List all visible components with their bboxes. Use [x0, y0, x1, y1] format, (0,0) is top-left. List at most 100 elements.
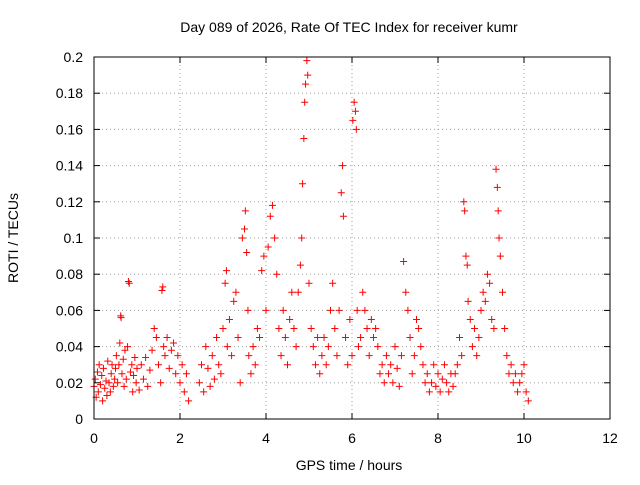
- data-point: [410, 352, 418, 360]
- data-point: [176, 379, 184, 387]
- data-point: [309, 343, 317, 351]
- data-point: [486, 279, 494, 287]
- data-point: [346, 315, 354, 323]
- data-point: [161, 352, 169, 360]
- data-point: [117, 314, 125, 322]
- data-point: [363, 325, 371, 332]
- x-tick-label: 4: [262, 430, 270, 446]
- data-point: [129, 388, 137, 396]
- data-point: [380, 379, 388, 387]
- data-point: [234, 334, 242, 342]
- y-tick-label: 0.02: [56, 375, 83, 391]
- data-point: [95, 361, 103, 369]
- data-point: [475, 334, 483, 342]
- grid: [94, 57, 610, 419]
- data-point: [271, 234, 279, 242]
- data-point: [382, 352, 390, 360]
- data-point: [432, 382, 440, 390]
- data-point: [493, 183, 501, 191]
- data-point: [316, 370, 324, 378]
- data-point: [109, 382, 117, 390]
- chart-title: Day 089 of 2026, Rate Of TEC Index for r…: [180, 19, 518, 35]
- data-point: [397, 352, 405, 360]
- data-point: [210, 375, 218, 383]
- data-point: [372, 325, 380, 332]
- data-point: [200, 388, 208, 396]
- data-point: [102, 377, 110, 385]
- data-point: [279, 306, 287, 314]
- data-point: [440, 361, 448, 369]
- data-point: [451, 370, 459, 378]
- data-point: [413, 315, 420, 323]
- data-point: [320, 334, 328, 342]
- data-point: [281, 334, 289, 342]
- data-point: [466, 315, 474, 323]
- data-point: [217, 370, 225, 378]
- data-point: [337, 189, 345, 197]
- data-point: [299, 180, 307, 188]
- data-point: [150, 325, 158, 332]
- data-point: [496, 252, 504, 260]
- data-point: [461, 207, 469, 215]
- data-point: [415, 325, 423, 332]
- data-point: [318, 352, 326, 360]
- data-point: [236, 379, 244, 387]
- data-point: [520, 361, 528, 369]
- data-point: [288, 288, 296, 296]
- data-point: [118, 370, 126, 378]
- data-point: [163, 334, 171, 342]
- x-tick-label: 8: [434, 430, 442, 446]
- data-point: [417, 343, 425, 351]
- data-point: [365, 352, 373, 360]
- data-point: [468, 343, 476, 351]
- data-point: [275, 325, 283, 332]
- data-point: [258, 267, 266, 275]
- data-point: [374, 343, 382, 351]
- data-point: [127, 368, 135, 376]
- data-point: [333, 352, 341, 360]
- x-tick-label: 2: [176, 430, 184, 446]
- data-point: [244, 306, 252, 314]
- data-point: [370, 334, 377, 342]
- data-point: [463, 261, 471, 269]
- data-point: [367, 315, 375, 323]
- data-point: [225, 315, 233, 323]
- data-point: [101, 384, 109, 392]
- data-point: [494, 207, 502, 215]
- data-point: [339, 162, 347, 170]
- data-point: [395, 382, 403, 390]
- data-point: [277, 352, 285, 360]
- data-point: [204, 364, 212, 372]
- data-point: [112, 364, 119, 372]
- data-point: [125, 279, 133, 287]
- data-point: [421, 379, 429, 387]
- data-point: [518, 370, 526, 378]
- data-point: [460, 198, 468, 206]
- y-tick-label: 0.08: [56, 266, 83, 282]
- x-tick-label: 10: [516, 430, 532, 446]
- data-point: [402, 288, 410, 296]
- data-point: [522, 388, 530, 396]
- data-point: [327, 306, 334, 314]
- data-point: [503, 352, 511, 360]
- data-point: [206, 382, 214, 390]
- data-point: [492, 165, 500, 173]
- data-point: [128, 361, 136, 369]
- data-point: [290, 325, 298, 332]
- data-point: [514, 388, 522, 396]
- data-point: [302, 80, 310, 88]
- data-point: [93, 368, 101, 376]
- data-point: [324, 343, 332, 351]
- data-point: [99, 397, 107, 405]
- data-point: [243, 248, 251, 256]
- data-point: [378, 361, 386, 369]
- data-point: [146, 366, 154, 374]
- data-point: [148, 346, 156, 354]
- data-point: [349, 116, 357, 124]
- data-point: [185, 397, 193, 405]
- data-point: [91, 375, 99, 383]
- data-point: [124, 343, 132, 351]
- y-tick-label: 0.2: [64, 49, 84, 65]
